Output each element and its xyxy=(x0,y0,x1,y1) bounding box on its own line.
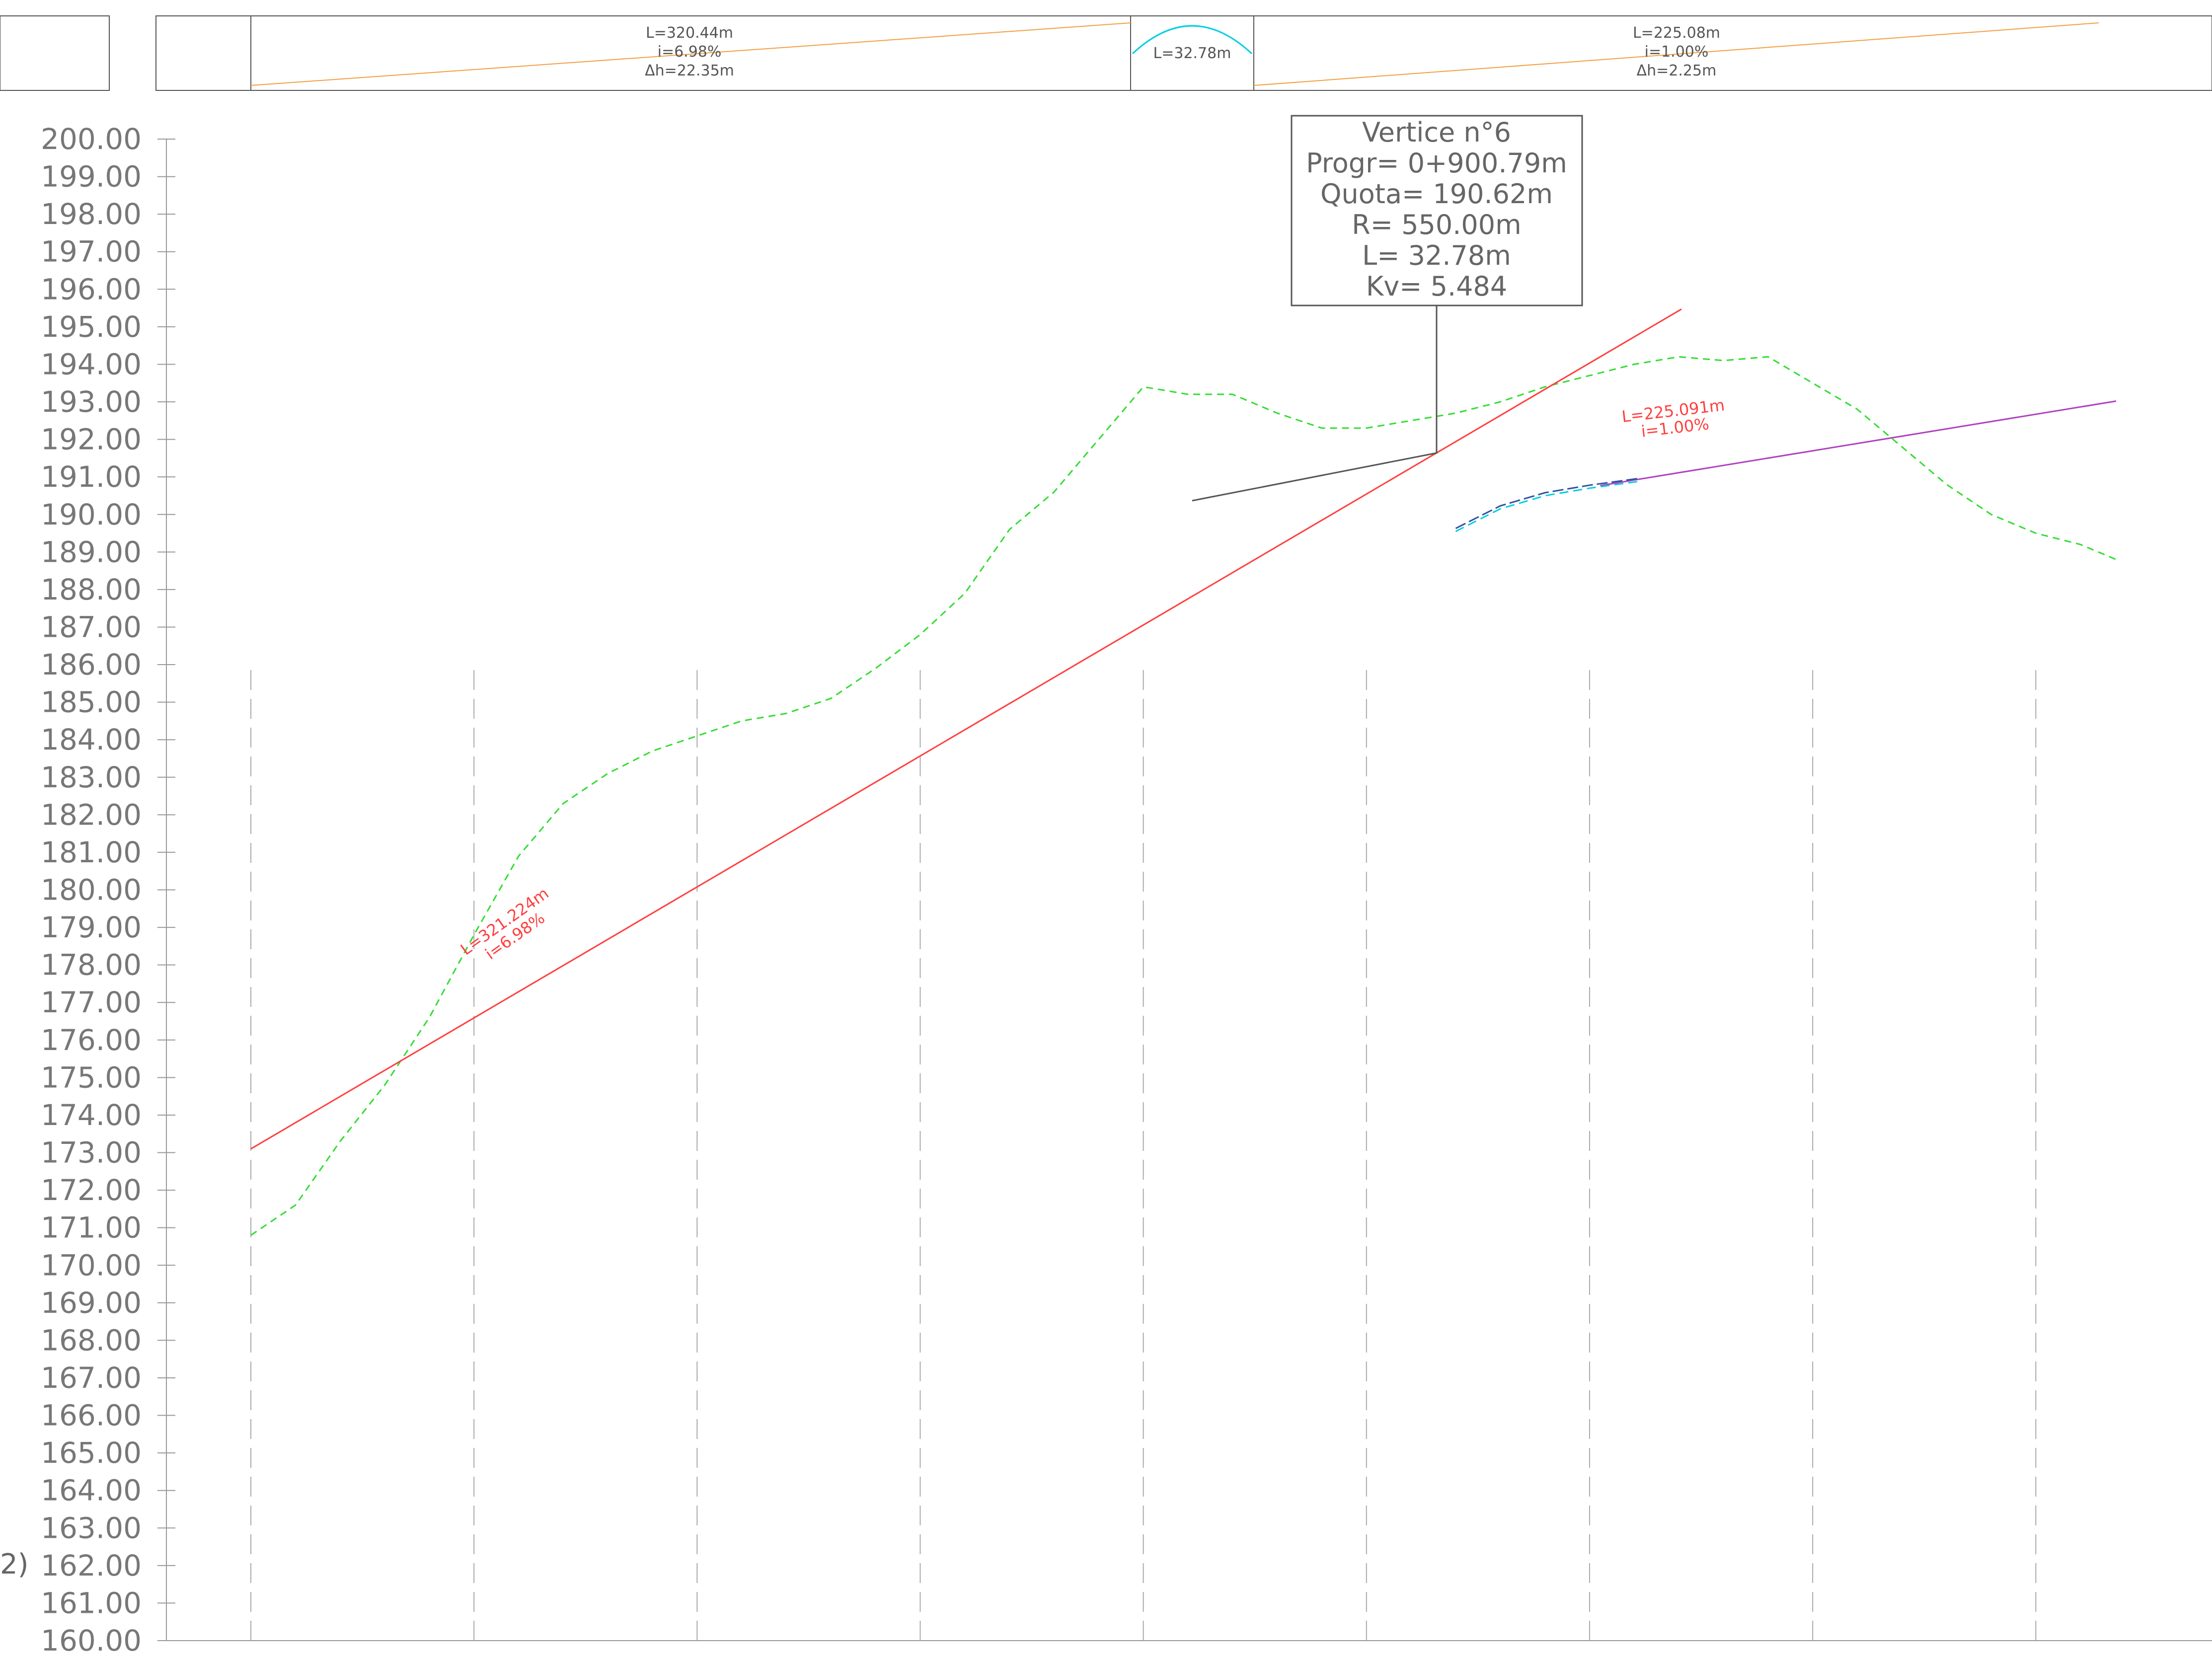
grade-line-1 xyxy=(250,308,1682,1150)
callout-quota: Quota= 190.62m xyxy=(1320,178,1553,210)
y-tick-label: 193.00 xyxy=(41,385,142,419)
band-grade-line-2 xyxy=(1253,22,2099,86)
y-tick-label: 185.00 xyxy=(41,685,142,719)
y-tick-label: 190.00 xyxy=(41,498,142,531)
y-tick-label: 181.00 xyxy=(41,835,142,869)
callout-kv: Kv= 5.484 xyxy=(1366,271,1507,302)
grade-line-2 xyxy=(1600,400,2117,487)
band-main-box xyxy=(155,15,2212,91)
y-tick-label: 173.00 xyxy=(41,1136,142,1170)
y-tick-label: 197.00 xyxy=(41,235,142,269)
y-tick-label: 196.00 xyxy=(41,272,142,306)
grade-label-seg2: L=225.091m i=1.00% xyxy=(1621,395,1726,441)
band-grade-line-1 xyxy=(250,22,1131,86)
band-seg1-slope: i=6.98% xyxy=(658,43,722,61)
band-seg2-slope: i=1.00% xyxy=(1645,43,1709,61)
y-tick-label: 177.00 xyxy=(41,985,142,1019)
callout-radius: R= 550.00m xyxy=(1352,209,1521,240)
station-gridlines xyxy=(250,665,2037,1641)
vertical-curve-line-alt xyxy=(1455,477,1639,529)
y-tick-label: 199.00 xyxy=(41,160,142,194)
callout-title: Vertice n°6 xyxy=(1362,117,1511,148)
y-tick-label: 176.00 xyxy=(41,1023,142,1057)
band-seg2-dh: Δh=2.25m xyxy=(1637,62,1717,79)
y-tick-label: 178.00 xyxy=(41,948,142,982)
y-tick-label: 160.00 xyxy=(41,1624,142,1658)
profile-series xyxy=(250,308,2117,1236)
y-tick-label: 194.00 xyxy=(41,347,142,381)
callout-box xyxy=(1291,115,1583,306)
y-tick-label: 192.00 xyxy=(41,423,142,456)
y-tick-label: 198.00 xyxy=(41,197,142,231)
vertical-curve-line xyxy=(1455,480,1639,532)
y-tick-label: 169.00 xyxy=(41,1286,142,1320)
band-curve-arc xyxy=(1132,25,1253,55)
y-tick-label: 168.00 xyxy=(41,1323,142,1357)
y-tick-label: 188.00 xyxy=(41,573,142,606)
callout-length: L= 32.78m xyxy=(1362,240,1511,271)
y-tick-label: 166.00 xyxy=(41,1399,142,1432)
vertex-callout: Vertice n°6 Progr= 0+900.79m Quota= 190.… xyxy=(1192,115,1583,502)
y-tick-label: 174.00 xyxy=(41,1098,142,1132)
y-tick-label: 182.00 xyxy=(41,798,142,831)
y-tick-label: 179.00 xyxy=(41,910,142,944)
y-tick-label: 187.00 xyxy=(41,610,142,644)
band-seg1-length: L=320.44m xyxy=(646,24,733,42)
band-seg1-dh: Δh=22.35m xyxy=(645,62,734,79)
y-tick-label: 200.00 xyxy=(41,122,142,156)
y-tick-label: 163.00 xyxy=(41,1511,142,1545)
grade-label-seg1: L=321.224m i=6.98% xyxy=(457,884,552,963)
y-tick-label: 189.00 xyxy=(41,535,142,569)
y-tick-label: 183.00 xyxy=(41,760,142,794)
y-tick-label: 191.00 xyxy=(41,460,142,494)
band-left-box xyxy=(0,15,110,91)
y-tick-label: 195.00 xyxy=(41,310,142,344)
y-tick-label: 180.00 xyxy=(41,873,142,907)
band-curve-length: L=32.78m xyxy=(1153,45,1231,62)
left-edge-fragment: 2) xyxy=(0,1548,28,1581)
y-tick-label: 170.00 xyxy=(41,1248,142,1282)
callout-leader xyxy=(1192,305,1438,502)
y-tick-label: 175.00 xyxy=(41,1060,142,1094)
y-tick-label: 165.00 xyxy=(41,1436,142,1470)
y-tick-label: 186.00 xyxy=(41,648,142,681)
y-tick-label: 172.00 xyxy=(41,1173,142,1207)
callout-progr: Progr= 0+900.79m xyxy=(1306,148,1567,179)
ground-profile-line xyxy=(250,356,2117,1236)
y-tick-label: 161.00 xyxy=(41,1586,142,1620)
y-tick-label: 167.00 xyxy=(41,1361,142,1395)
y-tick-label: 184.00 xyxy=(41,723,142,756)
band-seg2-length: L=225.08m xyxy=(1633,24,1720,42)
y-tick-label: 162.00 xyxy=(41,1549,142,1583)
y-tick-label: 164.00 xyxy=(41,1474,142,1507)
y-tick-label: 171.00 xyxy=(41,1211,142,1245)
alignment-band: L=320.44m i=6.98% Δh=22.35m L=32.78m L=2… xyxy=(0,15,2212,91)
